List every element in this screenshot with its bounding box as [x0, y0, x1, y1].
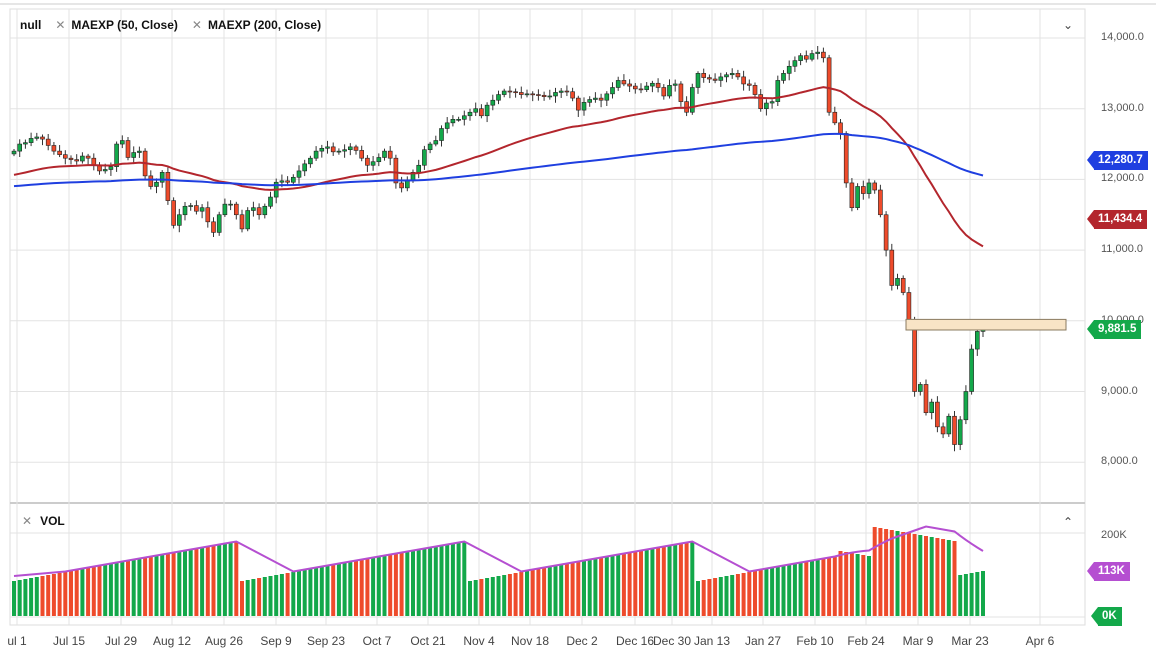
price-tick: 12,000.0: [1101, 172, 1144, 185]
time-tick: Apr 6: [1025, 634, 1055, 648]
time-tick: Oct 21: [410, 634, 446, 648]
time-tick: Jul 29: [104, 634, 138, 648]
time-tick: Dec 30: [652, 634, 692, 648]
chart-legend: null ✕ MAEXP (50, Close) ✕ MAEXP (200, Clo…: [20, 18, 321, 32]
time-tick: Oct 7: [362, 634, 392, 648]
close-icon[interactable]: ✕: [22, 514, 33, 528]
volume-legend: ✕ VOL: [22, 514, 65, 528]
volume-tick-200k: 200K: [1101, 529, 1127, 541]
time-tick: ul 1: [7, 634, 27, 648]
volume-zero-tag: 0K: [1091, 607, 1122, 626]
time-tick: Jul 15: [52, 634, 86, 648]
price-tick: 8,000.0: [1101, 455, 1138, 468]
close-icon[interactable]: ✕: [191, 18, 202, 32]
time-tick: Aug 26: [204, 634, 244, 648]
indicator-ma50[interactable]: ✕ MAEXP (50, Close): [55, 18, 178, 32]
time-tick: Dec 16: [615, 634, 655, 648]
price-tick: 11,000.0: [1101, 243, 1144, 256]
time-tick: Jan 27: [744, 634, 782, 648]
time-tick: Feb 24: [847, 634, 885, 648]
time-tick: Sep 9: [260, 634, 292, 648]
close-icon[interactable]: ✕: [55, 18, 66, 32]
time-tick: Dec 2: [566, 634, 598, 648]
volume-ma-tag: 113K: [1087, 562, 1130, 581]
time-tick: Jan 13: [693, 634, 731, 648]
time-tick: Mar 23: [951, 634, 989, 648]
price-tag: 9,881.5: [1086, 320, 1142, 340]
indicator-ma200[interactable]: ✕ MAEXP (200, Close): [191, 18, 322, 32]
time-tick: Sep 23: [306, 634, 346, 648]
collapse-price-pane-chevron-down-icon[interactable]: ⌄: [1063, 18, 1074, 32]
time-tick: Mar 9: [902, 634, 934, 648]
collapse-volume-pane-chevron-up-icon[interactable]: ⌃: [1063, 515, 1074, 529]
time-tick: Nov 18: [510, 634, 550, 648]
price-tick: 14,000.0: [1101, 31, 1144, 43]
price-tick: 9,000.0: [1101, 384, 1138, 397]
price-tag: 11,434.4: [1086, 210, 1148, 230]
price-tag: 12,280.7: [1087, 150, 1148, 170]
series-name: null: [20, 18, 42, 32]
price-tick: 13,000.0: [1101, 101, 1144, 114]
time-tick: Nov 4: [463, 634, 495, 648]
time-tick: Aug 12: [152, 634, 192, 648]
time-tick: Feb 10: [796, 634, 834, 648]
